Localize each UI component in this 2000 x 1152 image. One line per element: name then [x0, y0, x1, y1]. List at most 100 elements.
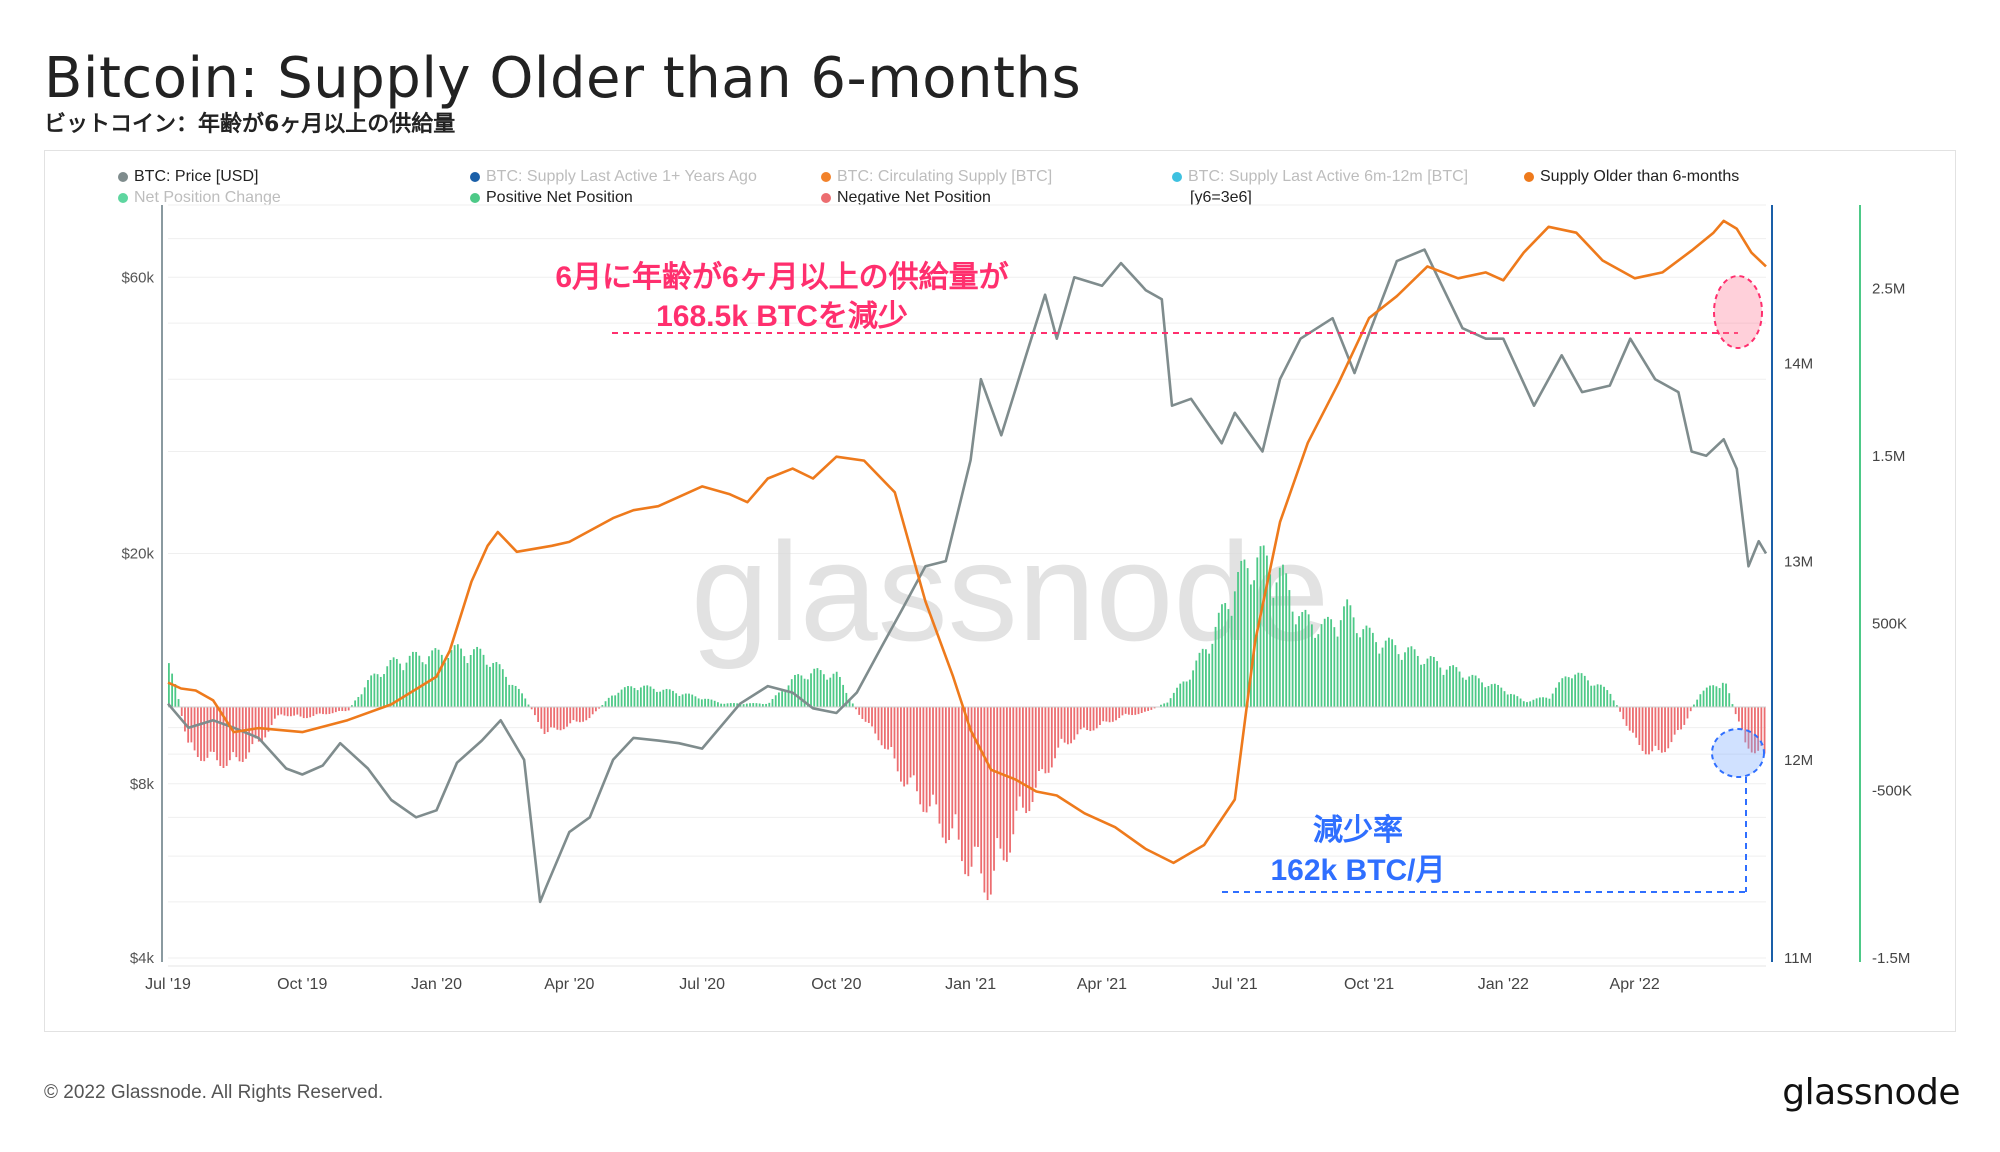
negative-bar — [986, 707, 989, 901]
negative-bar — [225, 707, 228, 766]
negative-bar — [347, 707, 350, 711]
positive-bar — [1375, 642, 1377, 707]
positive-bar — [1603, 686, 1605, 707]
negative-bar — [1041, 707, 1044, 770]
negative-bar — [893, 707, 896, 759]
legend-item-supply-1y[interactable]: BTC: Supply Last Active 1+ Years Ago — [470, 168, 757, 186]
legend-label: BTC: Supply Last Active 1+ Years Ago — [486, 168, 757, 185]
negative-bar — [309, 707, 312, 718]
negative-bar — [948, 707, 950, 841]
positive-bar — [639, 687, 642, 707]
negative-bar — [180, 707, 183, 716]
positive-bar — [745, 703, 748, 707]
legend-item-negative[interactable]: Negative Net Position — [821, 189, 991, 207]
positive-bar — [1436, 661, 1438, 707]
positive-bar — [1510, 693, 1512, 707]
positive-bar — [794, 674, 796, 707]
legend-item-net-position[interactable]: Net Position Change — [118, 189, 281, 207]
positive-bar — [1182, 681, 1185, 707]
positive-bar — [437, 649, 440, 707]
positive-bar — [1442, 674, 1445, 707]
negative-bar — [938, 707, 941, 824]
positive-bar — [1516, 696, 1519, 707]
x-tick-label: Oct '21 — [1344, 976, 1394, 993]
positive-bar — [784, 691, 787, 707]
positive-bar — [418, 655, 421, 707]
negative-bar — [1108, 707, 1111, 723]
positive-bar — [1420, 664, 1422, 707]
positive-bar — [1500, 687, 1503, 707]
positive-bar — [842, 684, 845, 707]
negative-bar — [954, 707, 957, 815]
legend-label: Supply Older than 6-months — [1540, 168, 1740, 185]
positive-bar — [456, 644, 459, 707]
legend-label: [y6=3e6] — [1190, 189, 1252, 206]
negative-bar — [941, 707, 944, 838]
negative-bar — [1089, 707, 1092, 732]
positive-bar — [1551, 693, 1554, 707]
negative-bar — [1131, 707, 1133, 716]
negative-bar — [1070, 707, 1072, 744]
positive-bar — [611, 695, 613, 707]
x-tick-label: Apr '21 — [1077, 976, 1127, 993]
positive-bar — [1532, 699, 1535, 707]
positive-bar — [1449, 666, 1451, 707]
positive-bar — [1577, 672, 1580, 707]
positive-bar — [797, 674, 800, 707]
positive-bar — [765, 703, 767, 707]
negative-bar — [861, 707, 864, 719]
negative-bar — [1648, 707, 1650, 755]
positive-bar — [1587, 680, 1589, 707]
positive-bar — [1355, 633, 1358, 707]
axes: $4k $8k $20k $60k 11M 12M 13M 14M -1.5M -500K 500K… — [121, 205, 1912, 993]
negative-bar — [1140, 707, 1143, 713]
positive-bar — [633, 687, 636, 707]
positive-bar — [749, 703, 751, 707]
positive-bar — [1728, 693, 1731, 707]
negative-bar — [344, 707, 347, 712]
negative-bar — [1057, 707, 1060, 748]
negative-bar — [222, 707, 225, 768]
highlight-circle-bottom — [1711, 728, 1765, 778]
positive-bar — [697, 698, 700, 707]
negative-bar — [883, 707, 886, 749]
price-tick-label: $4k — [130, 950, 155, 967]
supply-tick-label: 14M — [1784, 356, 1813, 373]
positive-bar — [713, 700, 716, 707]
positive-bar — [1593, 685, 1596, 707]
negative-bar — [896, 707, 899, 772]
positive-bar — [1391, 639, 1394, 707]
positive-bar — [1381, 647, 1384, 707]
negative-bar — [935, 707, 938, 805]
negative-bar — [546, 707, 549, 733]
positive-bar — [1609, 693, 1612, 707]
legend-item-positive[interactable]: Positive Net Position — [470, 189, 633, 207]
legend-item-price[interactable]: BTC: Price [USD] — [118, 168, 258, 186]
negative-bar — [867, 707, 870, 724]
positive-bar — [1336, 636, 1339, 707]
positive-bar — [476, 646, 479, 707]
negative-bar — [559, 707, 562, 731]
negative-bar — [1760, 707, 1763, 746]
positive-bar — [1693, 704, 1695, 707]
legend-item-supply-6m-12m[interactable]: BTC: Supply Last Active 6m-12m [BTC] — [1172, 168, 1468, 186]
legend-item-supply-6m[interactable]: Supply Older than 6-months — [1524, 168, 1739, 186]
positive-bar — [636, 690, 639, 707]
positive-bar — [630, 686, 633, 707]
negative-bar — [993, 707, 995, 871]
negative-bar — [212, 707, 215, 752]
negative-bar — [1012, 707, 1015, 835]
positive-bar — [707, 698, 710, 707]
positive-bar — [1715, 686, 1718, 707]
positive-bar — [810, 673, 812, 707]
positive-bar — [1709, 685, 1711, 707]
positive-bar — [1561, 678, 1564, 707]
negative-bar — [582, 707, 584, 722]
negative-bar — [1009, 707, 1011, 853]
negative-bar — [315, 707, 318, 715]
negative-bar — [1022, 707, 1024, 808]
legend-item-circulating[interactable]: BTC: Circulating Supply [BTC] — [821, 168, 1052, 186]
positive-bar — [826, 679, 828, 707]
positive-bar — [1497, 684, 1499, 707]
negative-bar — [900, 707, 902, 782]
